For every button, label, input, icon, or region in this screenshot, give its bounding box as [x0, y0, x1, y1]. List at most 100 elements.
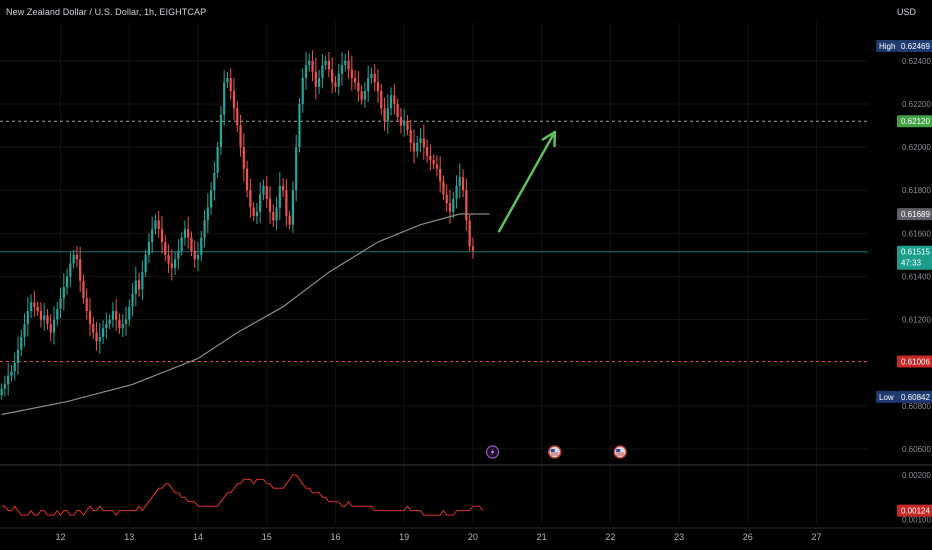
candle-body — [386, 108, 389, 122]
x-tick-label: 26 — [743, 532, 753, 542]
candle-body — [285, 190, 288, 217]
candle-body — [219, 114, 223, 148]
candle-body — [160, 229, 164, 242]
low-prefix-text: Low — [879, 393, 894, 402]
candle-body — [435, 164, 439, 169]
candle-body — [265, 185, 268, 199]
y-tick-label: 0.61600 — [902, 229, 931, 238]
support-price-text: 0.61006 — [901, 357, 930, 366]
candle-body — [468, 220, 471, 247]
candle-body — [134, 280, 137, 294]
candle-body — [461, 177, 465, 191]
candle-body — [334, 82, 337, 87]
x-tick-label: 19 — [399, 532, 409, 542]
candle-body — [425, 147, 429, 156]
candle-body — [167, 254, 170, 264]
candle-body — [20, 336, 23, 350]
y-tick-label: 0.60800 — [902, 402, 931, 411]
x-tick-label: 16 — [330, 532, 340, 542]
x-tick-label: 23 — [674, 532, 684, 542]
osc-y-tick-label: 0.00200 — [902, 471, 931, 480]
high-prefix-text: High — [879, 42, 895, 51]
currency-label: USD — [896, 7, 916, 17]
candle-body — [409, 129, 412, 143]
forecast-arrow-line — [497, 130, 556, 233]
osc-y-tick-label: 0.00100 — [902, 516, 931, 525]
candle-body — [317, 78, 321, 87]
candle-body — [229, 78, 232, 92]
candle-body — [187, 229, 190, 238]
candle-body — [170, 263, 173, 268]
candle-body — [75, 254, 79, 260]
us-flag-icon-canton — [616, 449, 621, 452]
candle-body — [121, 323, 124, 329]
candle-body — [82, 280, 85, 299]
candle-body — [465, 190, 468, 221]
candle-body — [344, 60, 347, 66]
candle-body — [131, 293, 134, 307]
candle-body — [236, 108, 239, 126]
candle-body — [206, 207, 209, 221]
candle-body — [36, 306, 39, 312]
candle-body — [101, 328, 105, 337]
candle-body — [46, 315, 49, 324]
candle-body — [308, 60, 311, 66]
candle-body — [255, 211, 259, 217]
candle-body — [59, 298, 62, 309]
candle-body — [288, 216, 291, 225]
resistance-price-badge — [897, 115, 932, 128]
candle-body — [403, 121, 406, 126]
x-tick-label: 21 — [537, 532, 547, 542]
y-tick-label: 0.62200 — [902, 100, 931, 109]
candle-body — [324, 60, 327, 66]
low-price-text: 0.60842 — [901, 393, 930, 402]
candle-body — [360, 91, 363, 100]
candle-body — [301, 78, 304, 104]
y-tick-label: 0.61200 — [902, 316, 931, 325]
candle-body — [281, 185, 285, 191]
candle-body — [124, 319, 128, 324]
candle-body — [52, 319, 56, 333]
candle-body — [157, 220, 160, 230]
candle-body — [193, 250, 196, 260]
candle-body — [259, 194, 262, 212]
candle-body — [367, 78, 370, 92]
candle-body — [396, 103, 399, 117]
last-price-badge — [897, 245, 932, 270]
candle-body — [442, 181, 445, 195]
candle-body — [7, 375, 10, 385]
lightning-icon-glyph — [490, 448, 495, 456]
low-prefix-badge — [876, 390, 897, 403]
candle-body — [16, 349, 20, 363]
candle-body — [10, 371, 13, 376]
candle-body — [350, 69, 353, 79]
chart-title: New Zealand Dollar / U.S. Dollar, 1h, EI… — [6, 7, 207, 17]
resistance-price-text: 0.62120 — [901, 117, 930, 126]
candle-body — [295, 147, 298, 191]
candle-body — [26, 311, 29, 324]
x-tick-label: 15 — [262, 532, 272, 542]
candle-body — [291, 190, 295, 225]
candle-body — [115, 311, 118, 320]
candle-body — [242, 147, 245, 169]
candle-body — [275, 207, 278, 221]
candle-body — [216, 147, 219, 173]
candle-body — [363, 91, 367, 100]
low-price-badge — [897, 390, 932, 403]
candle-body — [95, 332, 98, 342]
candle-body — [298, 103, 301, 148]
candle-body — [183, 229, 187, 238]
candle-body — [311, 60, 314, 72]
candle-body — [92, 323, 95, 333]
candle-body — [399, 116, 403, 126]
candle-body — [88, 311, 92, 324]
high-price-text: 0.62469 — [901, 42, 930, 51]
candle-body — [154, 220, 157, 230]
candle-body — [370, 73, 373, 79]
high-prefix-badge — [876, 39, 897, 52]
candle-body — [0, 388, 3, 396]
ma-price-text: 0.61689 — [901, 210, 930, 219]
candle-body — [422, 138, 425, 148]
x-tick-label: 27 — [812, 532, 822, 542]
